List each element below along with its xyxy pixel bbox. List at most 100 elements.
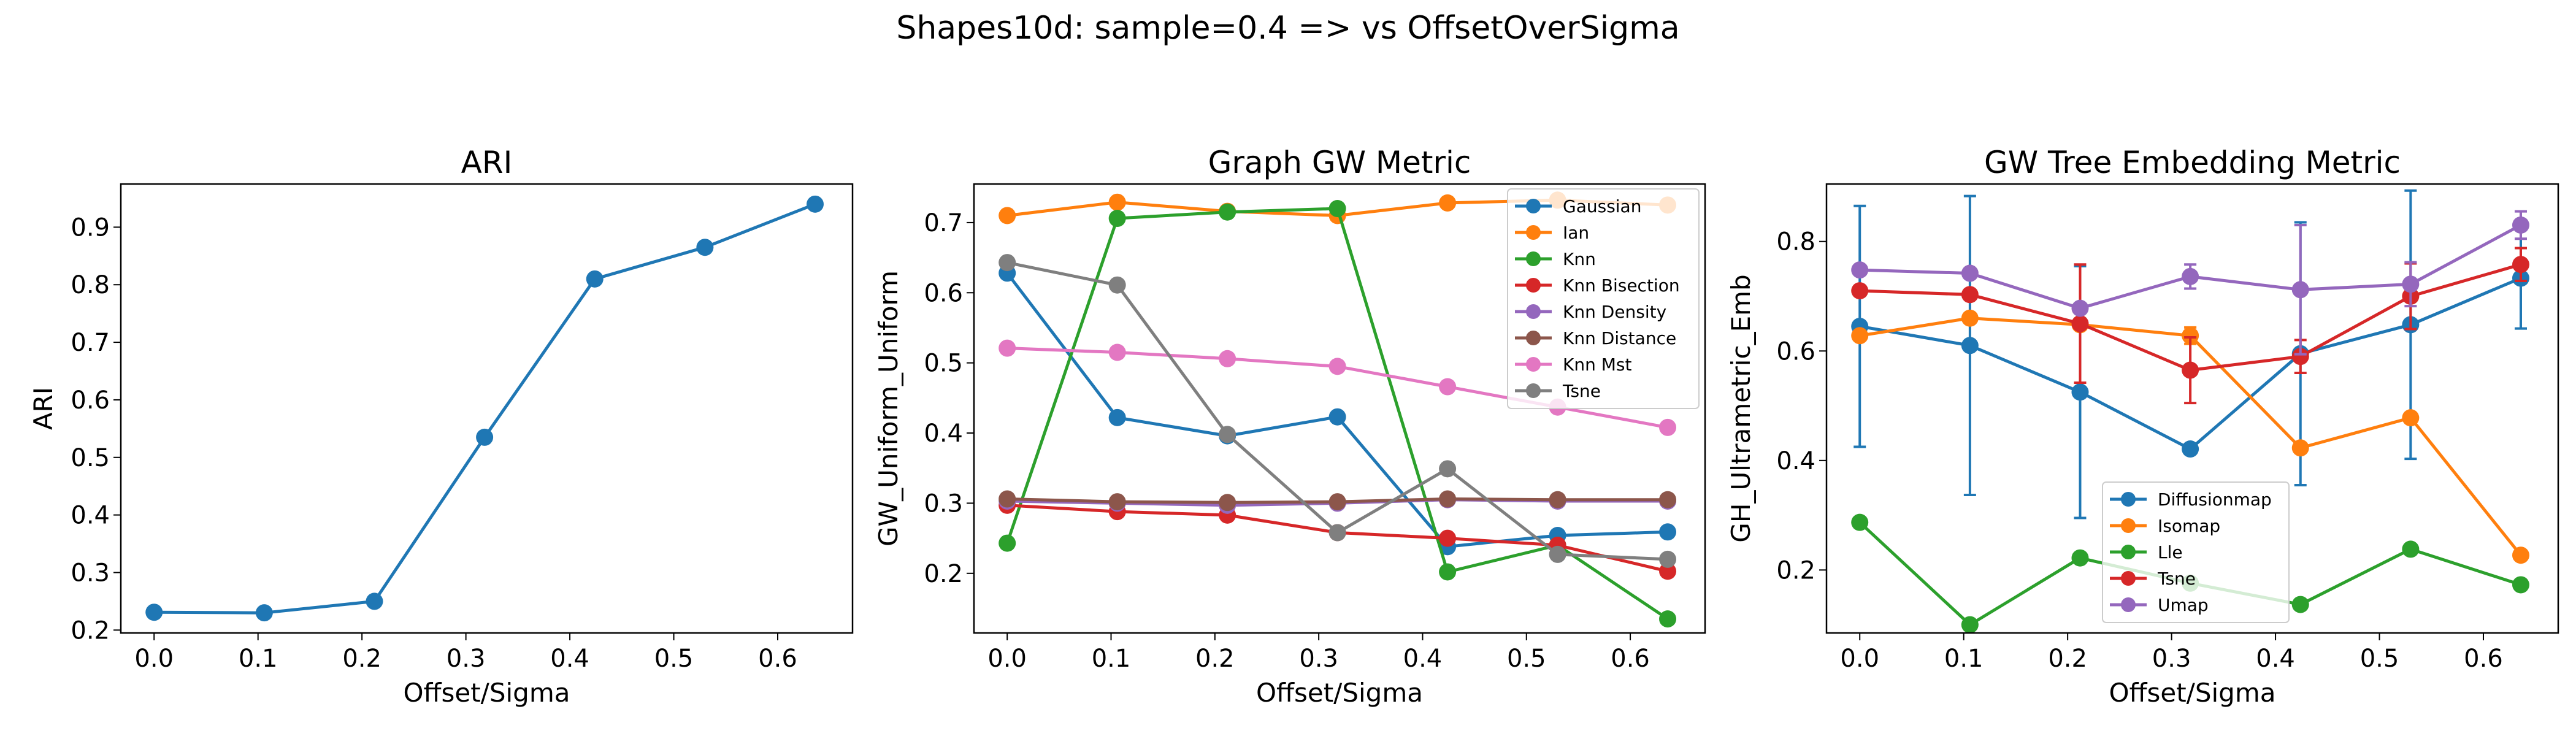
x-tick-label: 0.1 [1092,645,1131,673]
data-point [1851,282,1869,300]
legend-label: Tsne [2157,569,2196,589]
legend-label: Knn Mst [1563,355,1632,375]
data-point [999,254,1016,272]
data-point [366,592,383,610]
x-tick-label: 0.4 [1403,645,1443,673]
y-axis-label: GH_Ultrametric_Emb [1726,274,1756,542]
data-point [1439,490,1457,508]
axes-title: GW Tree Embedding Metric [1984,145,2401,180]
legend-marker [1526,251,1541,266]
legend-label: Umap [2158,595,2209,615]
chart-panel-3: GW Tree Embedding Metric 0.0 0.1 0.2 0.3 0.4 0… [1726,145,2559,708]
y-tick-label: 0.4 [924,420,963,448]
data-point [1961,264,1979,282]
axes-title: ARI [461,145,513,180]
x-tick-label: 0.3 [1299,645,1338,673]
data-point [1851,513,1869,531]
data-point [1439,460,1457,478]
legend-box [2102,481,2290,623]
data-point [1659,523,1677,541]
y-axis-label: GW_Uniform_Uniform [873,270,903,546]
y-tick-label: 0.3 [71,559,110,587]
data-point [2182,440,2199,458]
legend-label: Knn Distance [1563,328,1676,348]
data-point [1219,494,1236,512]
data-point [1659,418,1677,436]
x-tick-label: 0.2 [1195,645,1235,673]
y-tick-label: 0.5 [71,444,110,472]
data-point [2291,281,2309,299]
legend-marker [2121,492,2136,507]
data-point [1108,210,1126,228]
x-tick-label: 0.1 [1944,645,1984,673]
data-point [999,490,1016,508]
data-point [1851,261,1869,279]
data-point [2071,383,2089,401]
data-point [999,207,1016,224]
axes-frame [1825,183,2559,634]
y-tick-label: 0.4 [71,502,110,530]
legend-marker [1526,225,1541,240]
data-point [2402,540,2420,558]
x-tick-label: 0.4 [550,645,589,673]
data-point [1659,610,1677,628]
y-tick-label: 0.2 [71,616,110,645]
legend-marker [2121,545,2136,559]
legend-marker [1526,357,1541,372]
legend-box [1507,188,1700,409]
y-tick-label: 0.8 [71,271,110,299]
data-point [1659,550,1677,568]
legend-label: Knn Density [1563,302,1666,322]
y-tick-label: 0.6 [924,279,963,307]
data-point [1108,193,1126,211]
x-axis-label: Offset/Sigma [2109,678,2276,708]
data-point [586,270,604,288]
data-point [1328,200,1346,218]
series-1 [145,195,824,622]
x-tick-label: 0.0 [1840,645,1879,673]
y-tick-label: 0.2 [1776,556,1815,585]
data-point [806,195,824,213]
legend-label: Tsne [1562,381,1601,401]
data-point [1549,545,1566,563]
y-tick-label: 0.6 [71,386,110,415]
data-point [1219,203,1236,221]
legend-marker [1526,278,1541,293]
data-point [1659,491,1677,508]
y-tick-label: 0.5 [924,350,963,378]
legend-label: Diffusionmap [2158,489,2272,510]
y-tick-label: 0.3 [924,489,963,518]
data-point [1851,327,1869,345]
data-point [2071,315,2089,332]
data-point [1961,616,1979,634]
data-point [1108,343,1126,361]
data-point [999,534,1016,552]
legend-marker [2121,571,2136,586]
data-point [2291,439,2309,457]
data-point [1328,358,1346,375]
x-tick-label: 0.1 [239,645,278,673]
data-point [1549,491,1566,508]
y-axis-label: ARI [28,387,58,430]
x-tick-label: 0.3 [447,645,486,673]
legend-marker [1526,331,1541,345]
data-point [2512,256,2529,274]
x-tick-label: 0.3 [2152,645,2191,673]
y-tick-label: 0.6 [1776,337,1815,366]
data-point [1961,286,1979,304]
data-point [2291,596,2309,613]
data-point [696,239,714,256]
data-point [2071,299,2089,317]
chart-panel-2: Graph GW Metric 0.0 0.1 0.2 0.3 0.4 0.5 0.6 0.2 0… [873,145,1706,708]
data-point [1961,309,1979,327]
x-tick-label: 0.4 [2256,645,2295,673]
data-point [2182,267,2199,285]
x-axis-label: Offset/Sigma [404,678,570,708]
chart-panel-1: ARI 0.0 0.1 0.2 0.3 0.4 0.5 0.6 0.2 0.3 0.4 0.5 0.6 0… [28,145,854,708]
y-tick-label: 0.4 [1776,447,1815,475]
data-point [1439,563,1457,581]
data-point [2512,576,2529,594]
data-point [1328,493,1346,511]
data-point [145,604,163,621]
